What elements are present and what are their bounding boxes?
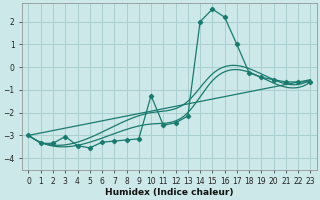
X-axis label: Humidex (Indice chaleur): Humidex (Indice chaleur) (105, 188, 234, 197)
